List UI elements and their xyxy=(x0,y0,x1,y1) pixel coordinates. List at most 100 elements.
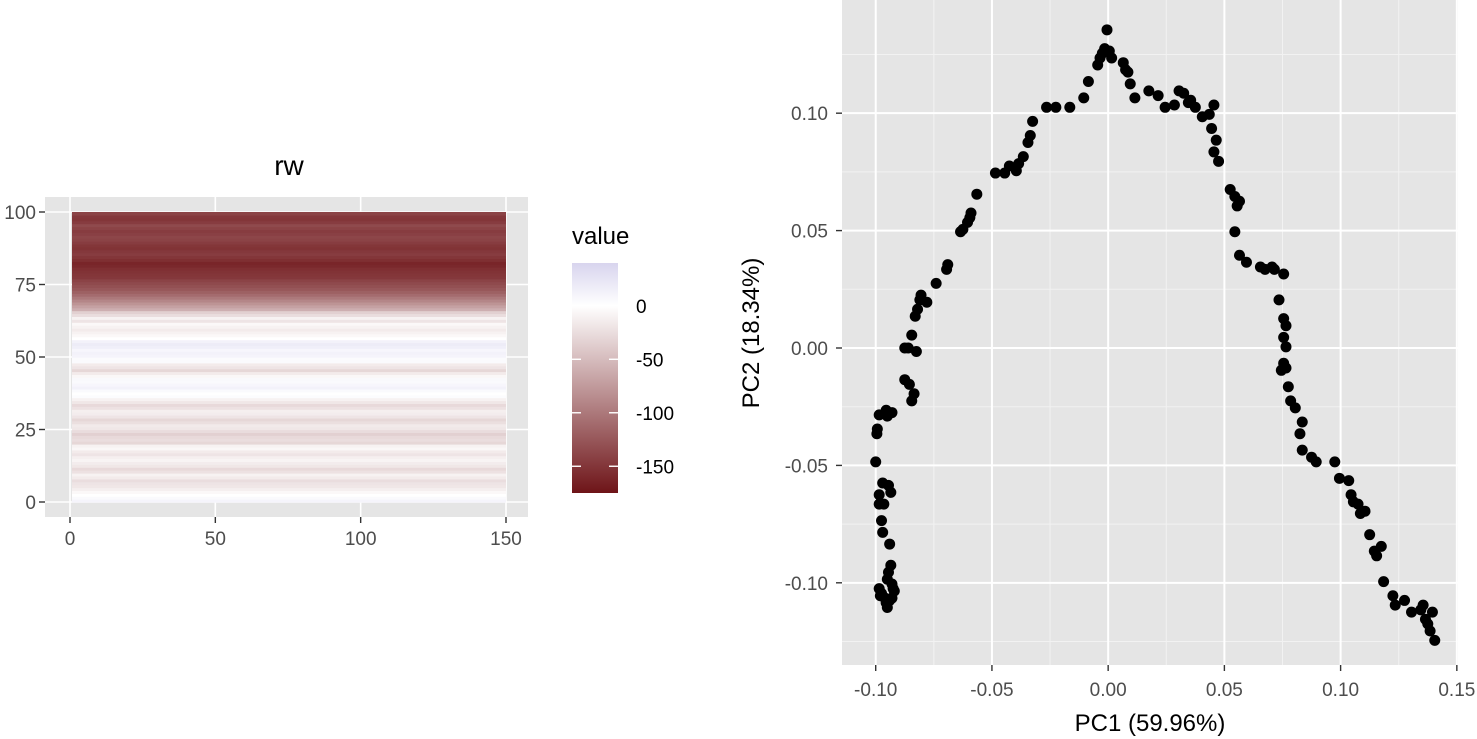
scatter-point xyxy=(1289,402,1301,414)
heatmap-row xyxy=(72,252,506,257)
heatmap-y-tick-label: 25 xyxy=(15,421,36,442)
legend-colorbar xyxy=(572,263,618,493)
scatter-point xyxy=(1168,99,1180,111)
heatmap-row xyxy=(72,351,506,355)
heatmap-row xyxy=(72,429,506,433)
heatmap-row xyxy=(72,281,506,286)
scatter-point xyxy=(873,489,885,501)
heatmap-row xyxy=(72,229,506,233)
heatmap-row xyxy=(72,241,506,245)
scatter-point xyxy=(906,395,918,407)
heatmap-row xyxy=(72,290,506,294)
heatmap-row xyxy=(72,441,506,445)
scatter-point xyxy=(906,329,918,341)
legend-label: -150 xyxy=(636,457,674,478)
y-axis-title: PC2 (18.34%) xyxy=(738,258,765,409)
scatter-point xyxy=(873,498,885,510)
scatter-point xyxy=(1106,52,1118,64)
heatmap-row xyxy=(72,284,506,288)
scatter-point xyxy=(1359,505,1371,517)
heatmap-row xyxy=(72,243,506,248)
heatmap-row xyxy=(72,365,506,370)
legend-label: 0 xyxy=(636,297,647,318)
scatter-point xyxy=(1329,456,1341,468)
heatmap-row xyxy=(72,397,506,402)
heatmap-row xyxy=(72,458,506,462)
heatmap-row xyxy=(72,388,506,393)
heatmap-row xyxy=(72,304,506,309)
scatter-y-tick-label: -0.05 xyxy=(785,456,828,477)
scatter-point xyxy=(871,423,883,435)
scatter-point xyxy=(1229,226,1241,238)
heatmap-row xyxy=(72,342,506,346)
heatmap-row xyxy=(72,446,506,451)
x-axis-title: PC1 (59.96%) xyxy=(1075,710,1226,737)
scatter-point xyxy=(884,594,896,606)
heatmap-row xyxy=(72,217,506,222)
heatmap-x-tick-label: 50 xyxy=(205,529,226,550)
scatter-point xyxy=(1296,444,1308,456)
heatmap-row xyxy=(72,333,506,338)
heatmap-row xyxy=(72,264,506,268)
scatter-point xyxy=(1371,550,1383,562)
scatter-point xyxy=(1426,606,1438,618)
scatter-x-tick-label: 0.00 xyxy=(1090,680,1127,701)
heatmap-title: rw xyxy=(274,150,304,181)
heatmap-row xyxy=(72,275,506,280)
scatter-point xyxy=(1389,599,1401,611)
heatmap-row xyxy=(72,232,506,236)
heatmap-row xyxy=(72,423,506,428)
heatmap-row xyxy=(72,417,506,422)
scatter-point xyxy=(1208,146,1220,158)
scatter-y-axis: -0.10 -0.05 0.00 0.05 0.10 xyxy=(785,104,842,595)
heatmap-row xyxy=(72,267,506,271)
scatter-point xyxy=(930,277,942,289)
heatmap-row xyxy=(72,493,506,497)
scatter-point xyxy=(1417,599,1429,611)
heatmap-row xyxy=(72,212,506,216)
heatmap-row xyxy=(72,403,506,407)
scatter-x-tick-label: -0.05 xyxy=(970,680,1013,701)
heatmap-row xyxy=(72,432,506,436)
scatter-y-tick-label: 0.05 xyxy=(791,222,828,243)
scatter-point xyxy=(1406,606,1418,618)
scatter-point xyxy=(1210,134,1222,146)
heatmap-row xyxy=(72,293,506,297)
scatter-point xyxy=(1343,475,1355,487)
scatter-point xyxy=(870,456,882,468)
scatter-point xyxy=(1208,99,1220,111)
scatter-point xyxy=(1064,101,1076,113)
heatmap-x-tick-label: 0 xyxy=(65,529,76,550)
scatter-point xyxy=(1129,92,1141,104)
heatmap-row xyxy=(72,322,506,326)
heatmap-row xyxy=(72,345,506,349)
heatmap-row xyxy=(72,325,506,329)
scatter-point xyxy=(1278,268,1290,280)
scatter-point xyxy=(1024,129,1036,141)
heatmap-row xyxy=(72,270,506,274)
heatmap-row xyxy=(72,490,506,494)
heatmap-y-tick-label: 50 xyxy=(15,348,36,369)
scatter-point xyxy=(921,296,933,308)
scatter-point xyxy=(1233,195,1245,207)
heatmap-row xyxy=(72,354,506,358)
scatter-point xyxy=(885,486,897,498)
heatmap-row xyxy=(72,499,506,503)
scatter-point xyxy=(1143,85,1155,97)
heatmap-y-tick-label: 100 xyxy=(4,203,36,224)
scatter-point xyxy=(888,585,900,597)
scatter-x-tick-label: 0.10 xyxy=(1322,680,1359,701)
heatmap-row xyxy=(72,313,506,317)
scatter-point xyxy=(1375,540,1387,552)
scatter-point xyxy=(1206,122,1218,134)
heatmap-row xyxy=(72,357,506,361)
heatmap-row xyxy=(72,249,506,254)
pca-scatter-chart: -0.10 -0.05 0.00 0.05 0.10 0.15 -0.10 -0… xyxy=(738,0,1475,737)
heatmap-row xyxy=(72,214,506,219)
heatmap-row xyxy=(72,449,506,454)
scatter-point xyxy=(1378,576,1390,588)
heatmap-row xyxy=(72,380,506,384)
heatmap-row xyxy=(72,412,506,416)
heatmap-row xyxy=(72,359,506,364)
heatmap-row xyxy=(72,415,506,419)
